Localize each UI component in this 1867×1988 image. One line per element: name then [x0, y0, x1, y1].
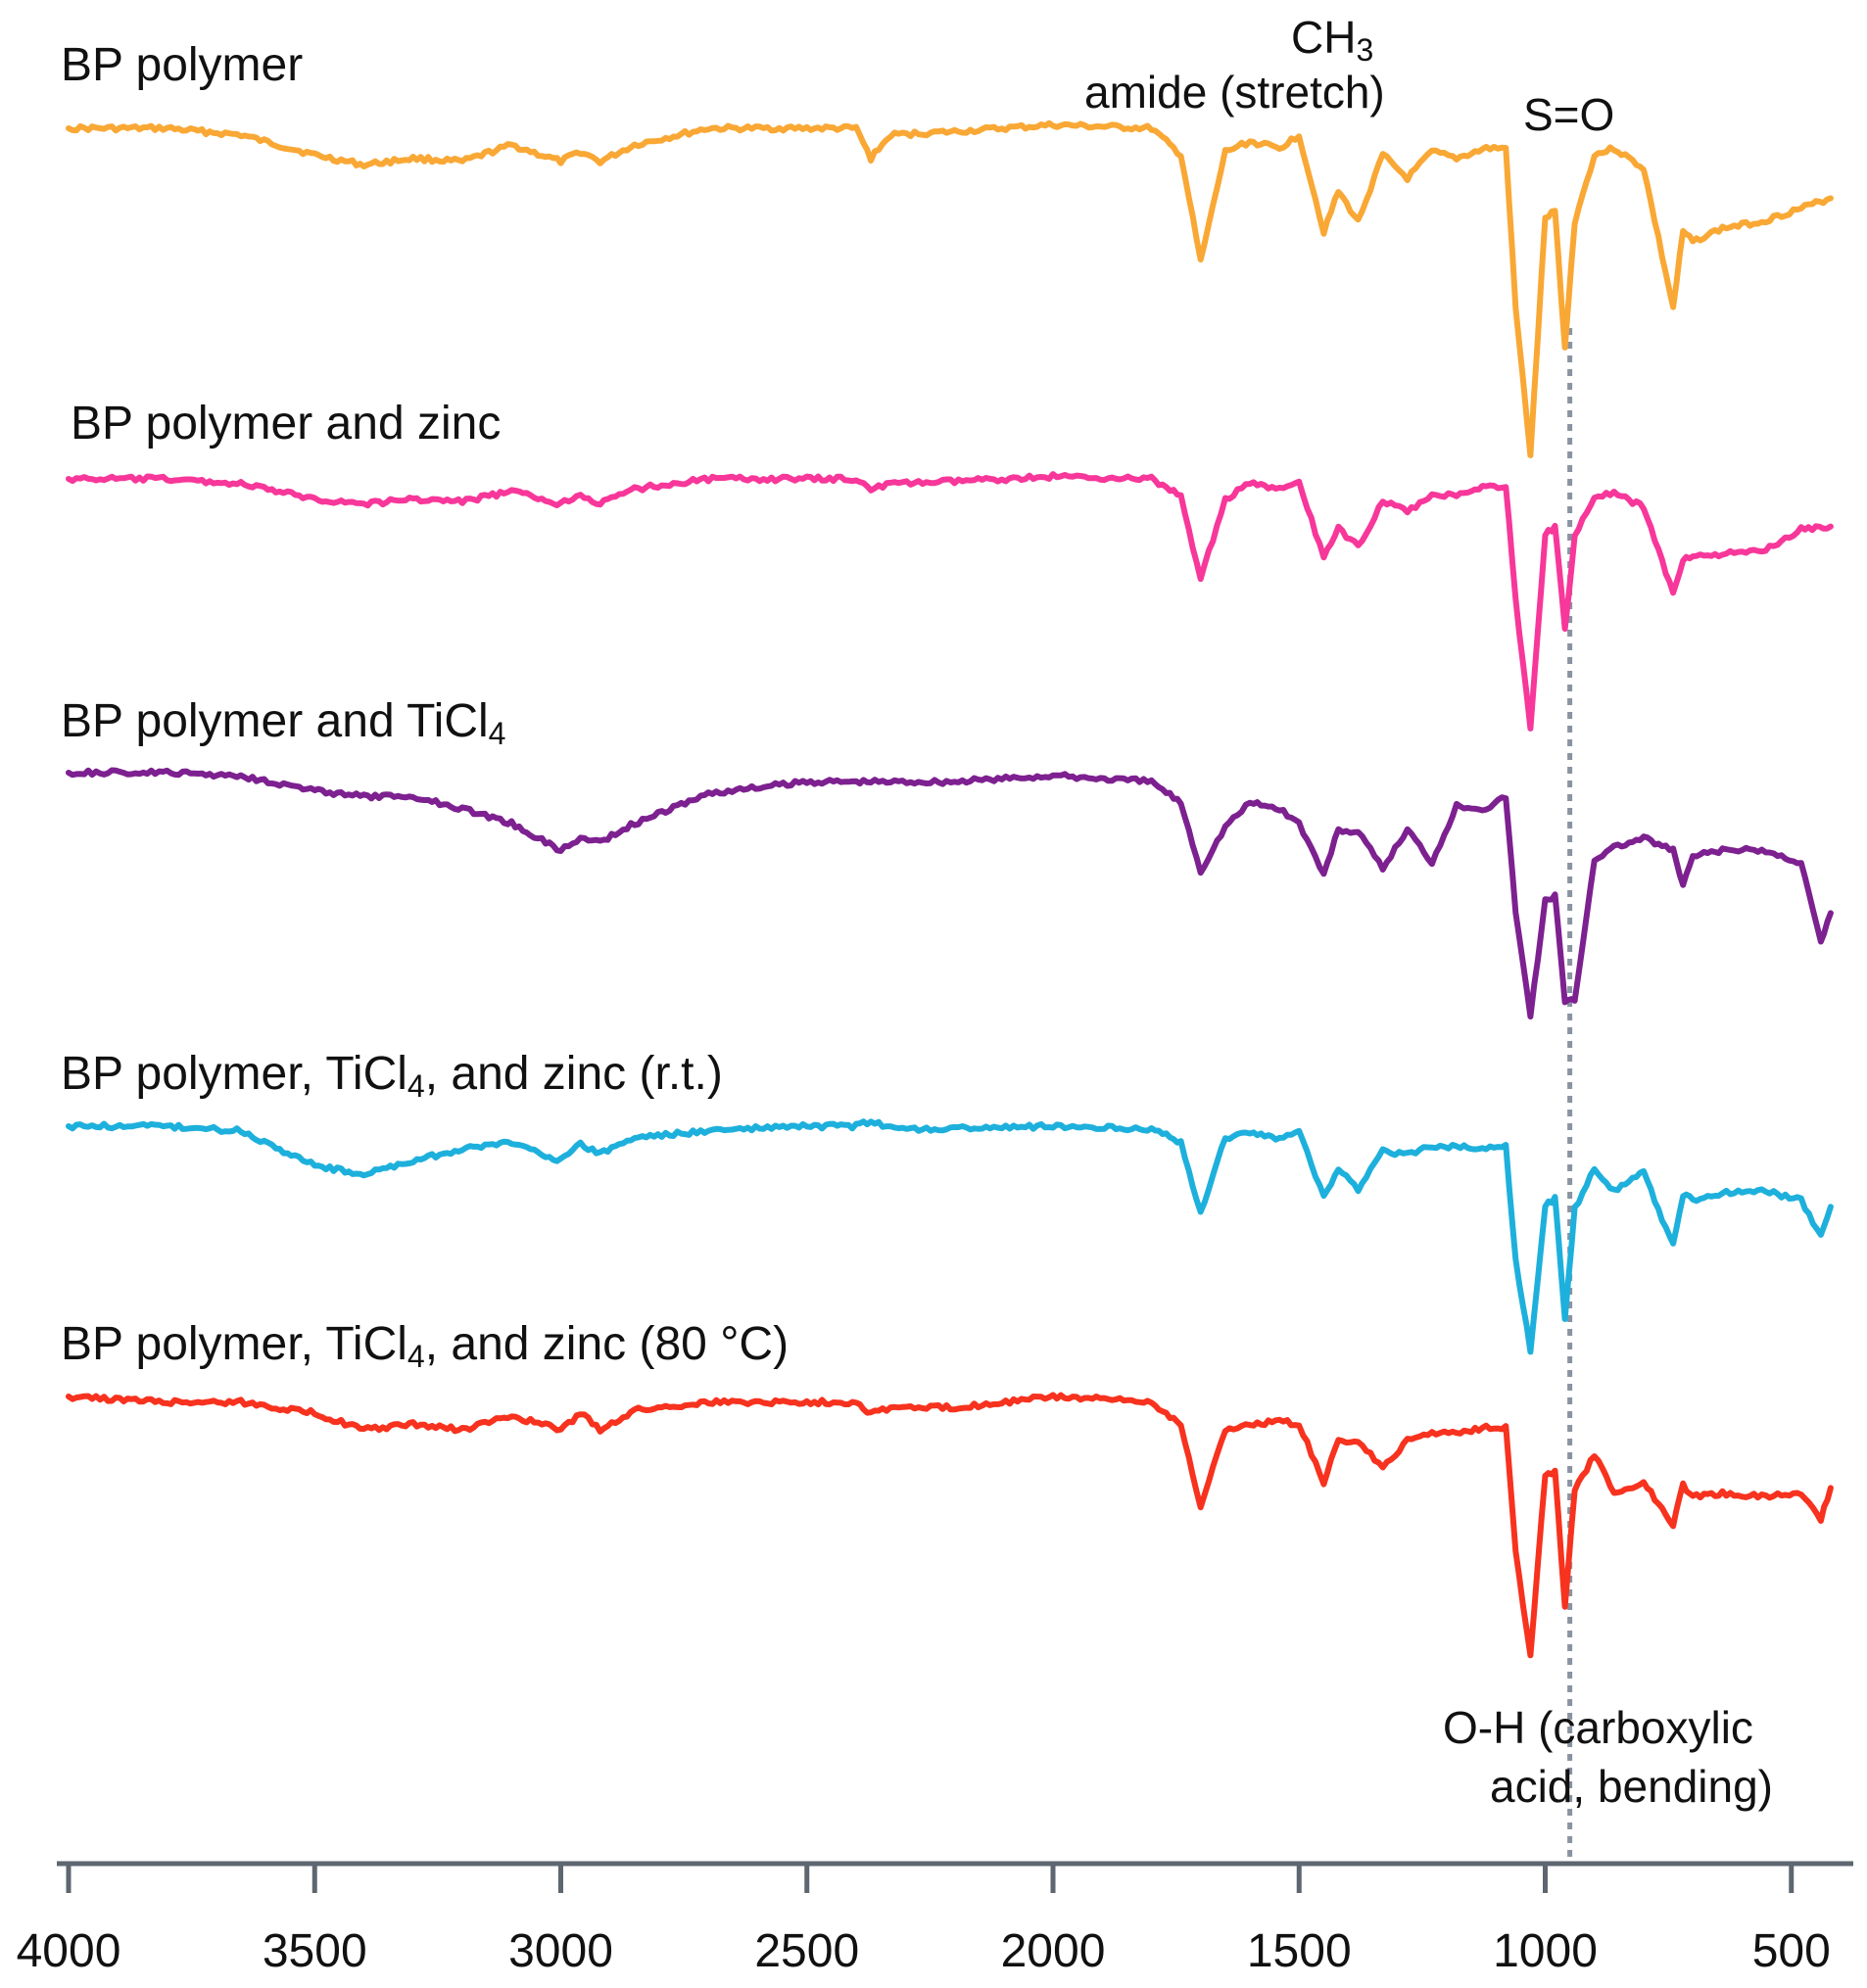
- series-label-5: BP polymer, TiCl4, and zinc (80 °C): [61, 1318, 789, 1374]
- x-tick-label-500: 500: [1752, 1925, 1831, 1977]
- series-label-2: BP polymer and zinc: [71, 398, 501, 450]
- x-tick-label-2500: 2500: [754, 1925, 859, 1977]
- series-line-4: [66, 1118, 1834, 1355]
- series-labels: BP polymer BP polymer and zinc BP polymer …: [61, 39, 789, 1374]
- x-axis-ticks: [66, 1864, 1795, 1893]
- annotation-o-h-line-2: acid, bending): [1490, 1761, 1773, 1812]
- x-tick-label-1500: 1500: [1247, 1925, 1352, 1977]
- series-lines: [66, 119, 1834, 1659]
- x-tick-label-3000: 3000: [508, 1925, 613, 1977]
- annotation-amide: amide (stretch): [1084, 67, 1385, 118]
- x-tick-label-2000: 2000: [1001, 1925, 1106, 1977]
- x-tick-label-4000: 4000: [17, 1925, 121, 1977]
- annotation-s-o: S=O: [1523, 89, 1614, 140]
- x-axis-tick-labels: 4000 3500 3000 2500 2000 1500 1000 500: [17, 1925, 1831, 1977]
- x-tick-label-3500: 3500: [263, 1925, 367, 1977]
- series-line-3: [66, 767, 1834, 1019]
- series-label-3: BP polymer and TiCl4: [61, 695, 505, 751]
- series-line-2: [66, 471, 1834, 732]
- x-tick-label-1000: 1000: [1493, 1925, 1598, 1977]
- series-line-5: [66, 1392, 1834, 1659]
- annotation-o-h-line-1: O-H (carboxylic: [1443, 1702, 1753, 1753]
- series-label-4: BP polymer, TiCl4, and zinc (r.t.): [61, 1048, 723, 1104]
- series-label-1: BP polymer: [61, 39, 303, 91]
- series-line-1: [66, 119, 1834, 458]
- annotation-ch3: CH3: [1291, 12, 1373, 68]
